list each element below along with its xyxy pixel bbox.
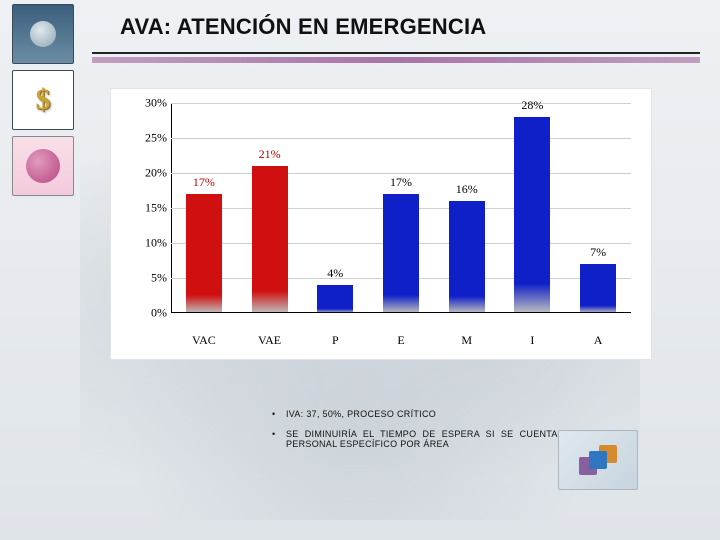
surgeon-photo-icon [12, 4, 74, 64]
bar-value-label: 17% [371, 175, 431, 190]
bar-vae [252, 166, 288, 313]
y-tick-label: 20% [113, 166, 167, 181]
bar-value-label: 16% [437, 182, 497, 197]
x-tick-label: P [332, 333, 339, 348]
ava-bar-chart: 0% 5% 10% 15% 20% 25% 30% 17% VAC 21% VAE 4% P 17% E 16… [110, 88, 652, 360]
bullet-list: IVA: 37, 50%, PROCESO CRÍTICO SE DIMINUI… [232, 409, 602, 459]
grid-line [171, 173, 631, 174]
bar-e [383, 194, 419, 313]
bar-m [449, 201, 485, 313]
bullet-1: IVA: 37, 50%, PROCESO CRÍTICO [272, 409, 602, 419]
y-tick-label: 25% [113, 131, 167, 146]
dollar-sign-icon: $ [12, 70, 74, 130]
meeting-clipart-icon [558, 430, 638, 490]
grid-line [171, 138, 631, 139]
y-tick-label: 15% [113, 201, 167, 216]
chart-plot-area: 0%5%10%15%20%25%30%17%VAC21%VAE4%P17%E16… [171, 103, 631, 313]
slide-root: $ AVA: ATENCIÓN EN EMERGENCIA 0% 5% 10% 15%… [0, 0, 720, 540]
y-tick-label: 0% [113, 306, 167, 321]
bar-i [514, 117, 550, 313]
bar-value-label: 7% [568, 245, 628, 260]
clinica-logo-icon [12, 136, 74, 196]
bullet-2: SE DIMINUIRÍA EL TIEMPO DE ESPERA SI SE … [272, 429, 602, 449]
title-rule-purple [92, 57, 700, 63]
x-tick-label: VAC [192, 333, 216, 348]
y-tick-label: 5% [113, 271, 167, 286]
x-tick-label: I [530, 333, 534, 348]
sidebar: $ [12, 4, 80, 202]
bar-value-label: 21% [240, 147, 300, 162]
x-tick-label: M [461, 333, 472, 348]
x-tick-label: VAE [258, 333, 281, 348]
x-tick-label: A [594, 333, 603, 348]
bar-vac [186, 194, 222, 313]
x-tick-label: E [397, 333, 404, 348]
bar-a [580, 264, 616, 313]
title-rule-thin [92, 52, 700, 54]
bar-value-label: 4% [305, 266, 365, 281]
page-title: AVA: ATENCIÓN EN EMERGENCIA [120, 14, 486, 40]
bar-value-label: 28% [502, 98, 562, 113]
y-tick-label: 10% [113, 236, 167, 251]
bar-p [317, 285, 353, 313]
bar-value-label: 17% [174, 175, 234, 190]
y-tick-label: 30% [113, 96, 167, 111]
